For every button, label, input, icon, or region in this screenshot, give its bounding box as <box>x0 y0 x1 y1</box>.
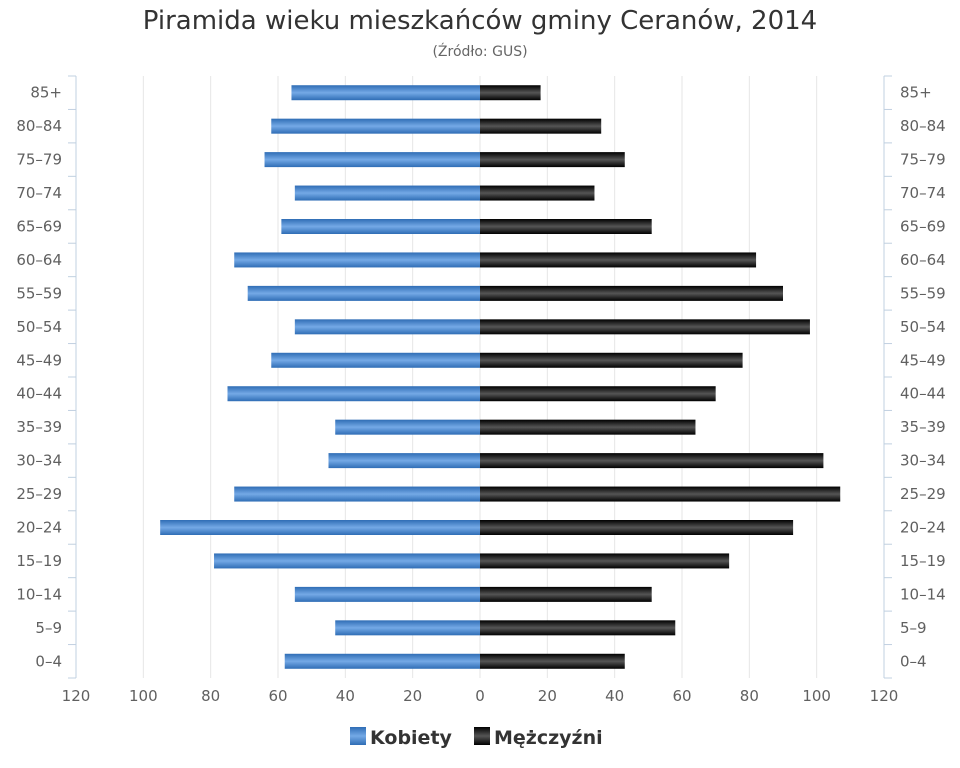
chart-subtitle: (Źródło: GUS) <box>432 44 528 60</box>
category-label-right: 20–24 <box>900 519 946 537</box>
category-label-left: 50–54 <box>16 318 62 336</box>
category-label-left: 70–74 <box>16 184 62 202</box>
category-label-right: 30–34 <box>900 452 946 470</box>
category-label-right: 40–44 <box>900 385 946 403</box>
bar-mezczyzni <box>480 386 716 402</box>
category-label-right: 15–19 <box>900 552 946 570</box>
category-label-left: 15–19 <box>16 552 62 570</box>
category-label-left: 0–4 <box>35 652 62 670</box>
category-label-right: 25–29 <box>900 485 946 503</box>
bar-kobiety <box>335 620 480 636</box>
x-tick-label: 20 <box>538 687 557 705</box>
x-tick-label: 60 <box>672 687 691 705</box>
bar-kobiety <box>214 553 481 569</box>
category-label-right: 55–59 <box>900 284 946 302</box>
bar-kobiety <box>294 319 480 335</box>
bar-kobiety <box>247 285 480 301</box>
bar-mezczyzni <box>480 653 625 669</box>
category-label-right: 80–84 <box>900 117 946 135</box>
category-label-left: 30–34 <box>16 452 62 470</box>
chart-title: Piramida wieku mieszkańców gminy Ceranów… <box>142 6 818 36</box>
category-label-left: 35–39 <box>16 418 62 436</box>
bar-mezczyzni <box>480 285 783 301</box>
bar-mezczyzni <box>480 419 696 435</box>
category-label-right: 45–49 <box>900 351 946 369</box>
bar-mezczyzni <box>480 85 541 101</box>
legend-mezczyzni-swatch <box>474 727 490 745</box>
category-label-right: 65–69 <box>900 218 946 236</box>
category-label-right: 75–79 <box>900 151 946 169</box>
category-label-left: 20–24 <box>16 519 62 537</box>
category-label-left: 10–14 <box>16 585 62 603</box>
bar-kobiety <box>227 386 480 402</box>
category-label-left: 85+ <box>30 84 62 102</box>
category-label-left: 40–44 <box>16 385 62 403</box>
category-label-right: 70–74 <box>900 184 946 202</box>
bar-mezczyzni <box>480 352 743 368</box>
bar-mezczyzni <box>480 520 794 535</box>
category-label-left: 65–69 <box>16 218 62 236</box>
x-tick-label: 40 <box>336 687 355 705</box>
category-label-right: 0–4 <box>900 652 927 670</box>
x-tick-label: 120 <box>62 687 91 705</box>
bar-kobiety <box>294 185 480 201</box>
x-tick-label: 60 <box>268 687 287 705</box>
bar-kobiety <box>271 118 480 134</box>
bar-kobiety <box>264 152 480 168</box>
x-tick-label: 100 <box>129 687 158 705</box>
bar-kobiety <box>335 419 480 435</box>
x-tick-label: 100 <box>802 687 831 705</box>
x-tick-label: 40 <box>605 687 624 705</box>
category-label-right: 5–9 <box>900 619 927 637</box>
category-label-left: 25–29 <box>16 485 62 503</box>
bar-kobiety <box>291 85 480 101</box>
bar-kobiety <box>294 586 480 602</box>
bar-mezczyzni <box>480 319 810 335</box>
bar-kobiety <box>284 653 480 669</box>
bar-mezczyzni <box>480 252 757 268</box>
bar-mezczyzni <box>480 118 602 134</box>
bar-mezczyzni <box>480 553 730 569</box>
bar-mezczyzni <box>480 152 625 168</box>
bar-mezczyzni <box>480 620 676 636</box>
x-tick-label: 120 <box>870 687 899 705</box>
category-label-right: 50–54 <box>900 318 946 336</box>
category-label-right: 60–64 <box>900 251 946 269</box>
bar-mezczyzni <box>480 219 652 234</box>
legend-kobiety-label: Kobiety <box>370 727 453 749</box>
bar-kobiety <box>328 453 480 469</box>
bar-kobiety <box>234 252 480 268</box>
bar-kobiety <box>281 219 480 234</box>
bar-kobiety <box>271 352 480 368</box>
x-tick-label: 80 <box>201 687 220 705</box>
bar-mezczyzni <box>480 185 595 201</box>
x-tick-label: 20 <box>403 687 422 705</box>
bar-mezczyzni <box>480 586 652 602</box>
category-label-right: 10–14 <box>900 585 946 603</box>
legend-mezczyzni-label: Mężczyźni <box>494 727 603 749</box>
category-label-left: 60–64 <box>16 251 62 269</box>
bar-kobiety <box>160 520 480 535</box>
x-tick-label: 80 <box>740 687 759 705</box>
category-label-left: 55–59 <box>16 284 62 302</box>
x-tick-label: 0 <box>475 687 485 705</box>
bar-kobiety <box>234 486 480 502</box>
category-label-left: 45–49 <box>16 351 62 369</box>
bar-mezczyzni <box>480 453 824 469</box>
category-label-right: 85+ <box>900 84 932 102</box>
legend-kobiety-swatch <box>350 727 366 745</box>
category-label-left: 5–9 <box>35 619 62 637</box>
category-label-right: 35–39 <box>900 418 946 436</box>
category-label-left: 80–84 <box>16 117 62 135</box>
bar-mezczyzni <box>480 486 841 502</box>
category-label-left: 75–79 <box>16 151 62 169</box>
